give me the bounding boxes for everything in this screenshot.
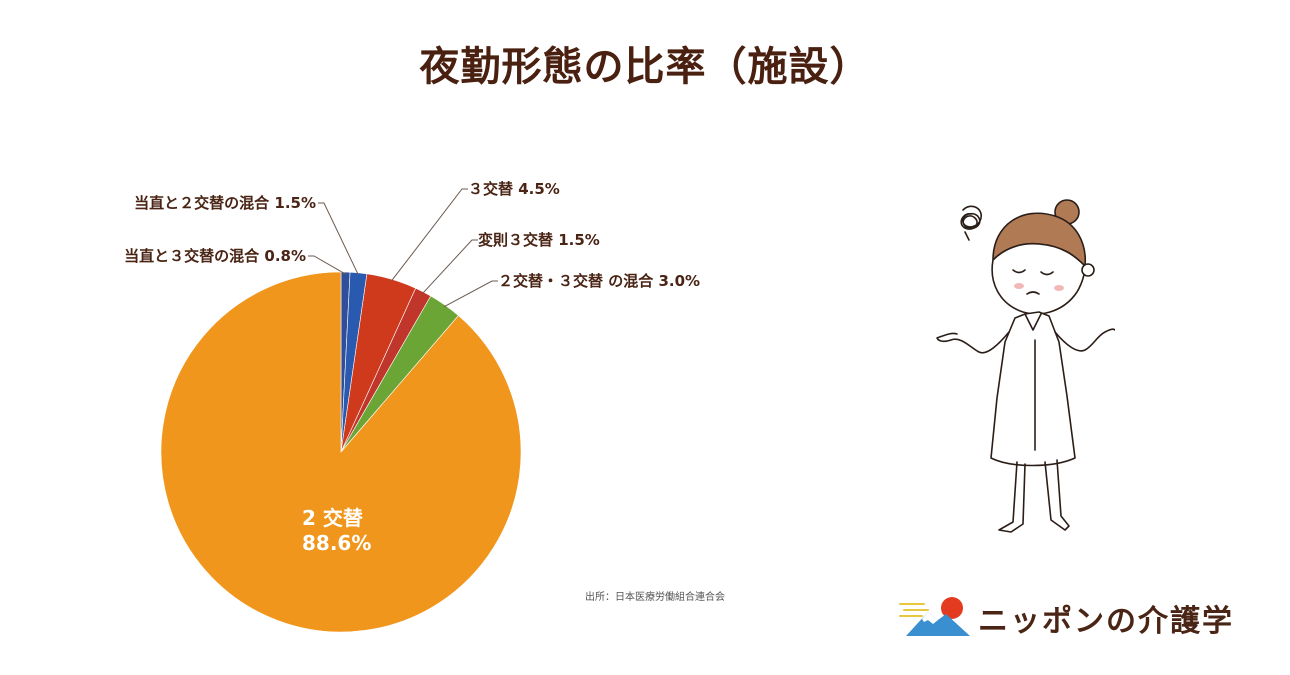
- nurse-illustration: [936, 199, 1115, 533]
- leader-line: [308, 255, 346, 275]
- leader-line: [390, 188, 468, 282]
- slice-label: 当直と３交替の混合 0.8%: [124, 247, 306, 265]
- leader-line: [422, 239, 478, 295]
- slice-label: 2 交替: [302, 506, 363, 530]
- slice-label: 変則３交替 1.5%: [478, 231, 600, 249]
- slice-label: 当直と２交替の混合 1.5%: [134, 194, 316, 212]
- pie-chart: 当直と３交替の混合 0.8% 当直と２交替の混合 1.5% ３交替 4.5% 変則３交…: [124, 180, 700, 633]
- chart-title: 夜勤形態の比率（施設）: [419, 44, 871, 90]
- leader-line: [443, 280, 498, 308]
- logo-text: ニッポンの介護学: [978, 604, 1234, 639]
- slice-label: ２交替・３交替 の混合 3.0%: [498, 272, 700, 290]
- slice-label: ３交替 4.5%: [468, 180, 560, 198]
- slice-value-label: 88.6%: [302, 531, 371, 555]
- mountain-sun-icon: [899, 597, 970, 636]
- pie-slice: [160, 271, 522, 633]
- source-note: 出所：日本医療労働組合連合会: [585, 592, 725, 603]
- leader-line: [318, 202, 359, 276]
- site-logo: ニッポンの介護学: [898, 594, 1258, 640]
